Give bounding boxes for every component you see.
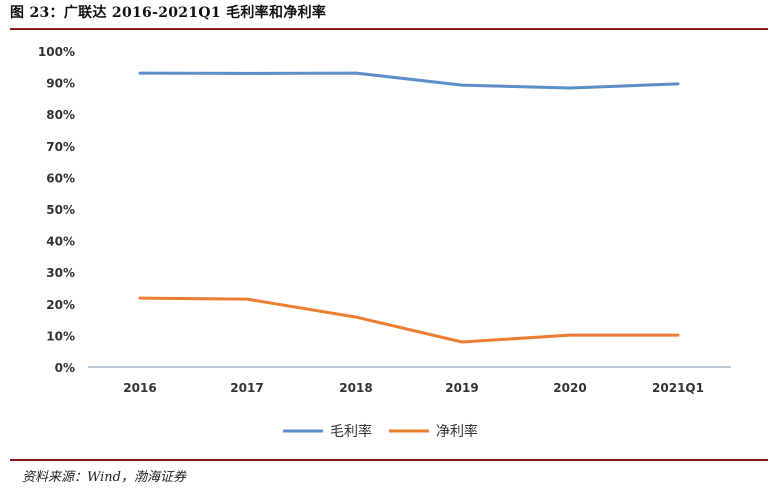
y-tick-label: 60% <box>46 171 75 185</box>
figure-title: 图 23：广联达 2016-2021Q1 毛利率和净利率 <box>10 5 327 21</box>
y-tick-label: 100% <box>38 45 75 59</box>
y-tick-label: 80% <box>46 108 75 122</box>
y-tick-label: 50% <box>46 203 75 217</box>
y-tick-label: 10% <box>46 329 75 343</box>
legend-label: 净利率 <box>436 423 478 440</box>
x-tick-label: 2020 <box>553 381 586 395</box>
bottom-divider <box>10 459 768 461</box>
y-tick-label: 40% <box>46 235 75 249</box>
legend: 毛利率 净利率 <box>283 423 478 440</box>
series-lines <box>138 71 680 344</box>
y-tick-label: 70% <box>46 140 75 154</box>
x-tick-label: 2018 <box>339 381 372 395</box>
y-tick-label: 30% <box>46 266 75 280</box>
x-tick-label: 2019 <box>445 381 478 395</box>
legend-label: 毛利率 <box>330 423 372 440</box>
y-tick-label: 20% <box>46 298 75 312</box>
y-tick-label: 90% <box>46 77 75 91</box>
x-tick-label: 2017 <box>230 381 263 395</box>
x-tick-label: 2021Q1 <box>652 381 704 395</box>
x-tick-label: 2016 <box>123 381 156 395</box>
series-line-0 <box>138 71 680 90</box>
top-divider <box>10 28 768 30</box>
y-tick-label: 0% <box>55 361 75 375</box>
source-note: 资料来源：Wind，渤海证券 <box>22 470 186 485</box>
y-axis-ticks: 0% 10% 20% 30% 40% 50% 60% 70% 80% 90% 100% <box>38 45 75 375</box>
series-line-1 <box>138 296 680 344</box>
x-axis-ticks: 2016 2017 2018 2019 2020 2021Q1 <box>123 381 704 395</box>
